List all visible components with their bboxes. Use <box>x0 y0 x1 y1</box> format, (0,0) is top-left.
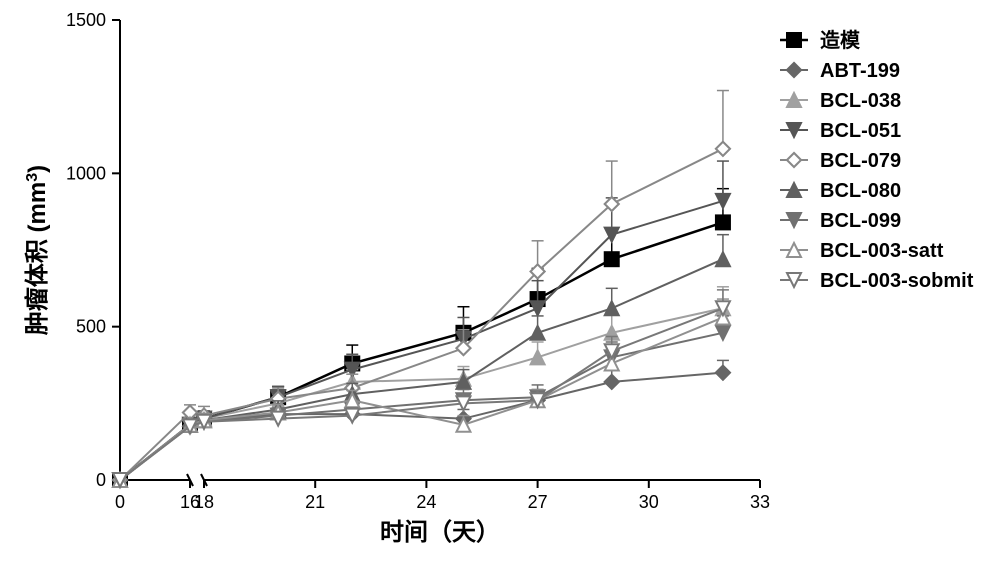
legend-label: 造模 <box>820 28 861 52</box>
legend-label: BCL-051 <box>820 120 901 142</box>
legend-label: BCL-003-sobmit <box>820 270 974 292</box>
x-tick-label: 24 <box>416 492 436 512</box>
legend-label: BCL-079 <box>820 150 901 172</box>
x-tick-label: 18 <box>194 492 214 512</box>
y-axis-label: 肿瘤体积 (mm3) <box>23 165 51 335</box>
x-tick-label: 0 <box>115 492 125 512</box>
chart-svg: 050010001500肿瘤体积 (mm3)016182124273033时间（… <box>0 0 1000 570</box>
x-tick-label: 27 <box>528 492 548 512</box>
y-tick-label: 1000 <box>66 163 106 183</box>
y-tick-label: 1500 <box>66 10 106 30</box>
legend-label: BCL-080 <box>820 180 901 202</box>
x-tick-label: 33 <box>750 492 770 512</box>
y-tick-label: 0 <box>96 470 106 490</box>
x-tick-label: 30 <box>639 492 659 512</box>
legend-label: BCL-038 <box>820 90 901 112</box>
y-tick-label: 500 <box>76 317 106 337</box>
x-tick-label: 21 <box>305 492 325 512</box>
tumor-volume-chart: 050010001500肿瘤体积 (mm3)016182124273033时间（… <box>0 0 1000 570</box>
legend-label: BCL-099 <box>820 210 901 232</box>
legend-label: BCL-003-satt <box>820 240 944 262</box>
legend-label: ABT-199 <box>820 60 900 82</box>
x-axis-label: 时间（天） <box>380 519 500 546</box>
